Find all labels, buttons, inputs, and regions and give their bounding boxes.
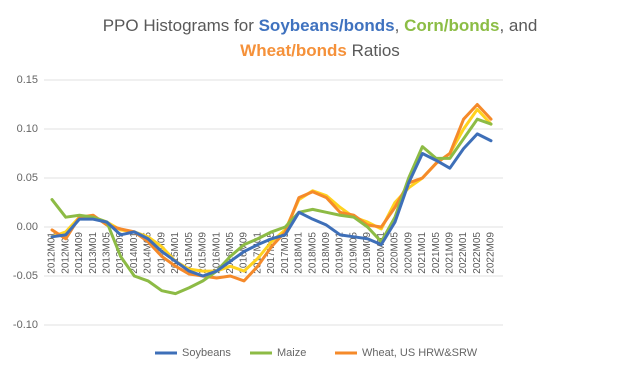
- x-tick-label: 2012M09: [74, 232, 85, 274]
- series-line: [50, 132, 493, 278]
- x-tick-label: 2012M01: [47, 232, 58, 274]
- x-tick-label: 2021M05: [431, 232, 442, 274]
- x-tick-label: 2022M01: [458, 232, 469, 274]
- legend-label: Soybeans: [182, 347, 231, 359]
- legend-label: Maize: [277, 347, 306, 359]
- x-tick-label: 2014M01: [129, 232, 140, 274]
- x-tick-label: 2019M01: [335, 232, 346, 274]
- x-tick-label: 2018M01: [294, 232, 305, 274]
- title-part: Ratios: [347, 41, 400, 60]
- x-tick-label: 2017M01: [252, 232, 263, 274]
- x-tick-label: 2016M01: [211, 232, 222, 274]
- chart-title: Wheat/bonds Ratios: [240, 41, 400, 60]
- title-part: Corn/bonds: [404, 16, 499, 35]
- legend-label: Wheat, US HRW&SRW: [362, 347, 478, 359]
- y-tick-label: 0.00: [17, 221, 38, 233]
- title-part: ,: [395, 16, 404, 35]
- x-tick-label: 2019M09: [362, 232, 373, 274]
- x-tick-label: 2022M09: [486, 232, 497, 274]
- y-tick-label: -0.10: [13, 319, 38, 331]
- x-tick-label: 2017M05: [266, 232, 277, 274]
- x-tick-label: 2021M09: [444, 232, 455, 274]
- x-tick-label: 2019M05: [348, 232, 359, 274]
- x-tick-label: 2013M09: [115, 232, 126, 274]
- x-tick-label: 2022M05: [472, 232, 483, 274]
- chart-title: PPO Histograms for Soybeans/bonds, Corn/…: [103, 16, 538, 35]
- title-part: Soybeans/bonds: [259, 16, 395, 35]
- x-tick-label: 2012M05: [60, 232, 71, 274]
- x-tick-label: 2018M05: [307, 232, 318, 274]
- x-tick-label: 2015M01: [170, 232, 181, 274]
- x-tick-label: 2013M05: [102, 232, 113, 274]
- x-tick-label: 2020M05: [390, 232, 401, 274]
- x-tick-label: 2014M05: [143, 232, 154, 274]
- y-tick-label: 0.05: [17, 172, 38, 184]
- title-part: Wheat/bonds: [240, 41, 347, 60]
- series-line: [50, 117, 493, 296]
- x-tick-label: 2017M09: [280, 232, 291, 274]
- y-tick-label: 0.15: [17, 74, 38, 86]
- y-tick-label: -0.05: [13, 270, 38, 282]
- x-tick-label: 2021M01: [417, 232, 428, 274]
- series-line: [50, 103, 493, 283]
- title-part: , and: [499, 16, 537, 35]
- x-tick-label: 2020M01: [376, 232, 387, 274]
- x-tick-label: 2015M05: [184, 232, 195, 274]
- x-tick-label: 2016M05: [225, 232, 236, 274]
- x-tick-label: 2015M09: [198, 232, 209, 274]
- x-tick-label: 2020M09: [403, 232, 414, 274]
- title-part: PPO Histograms for: [103, 16, 259, 35]
- x-tick-label: 2013M01: [88, 232, 99, 274]
- x-tick-label: 2018M09: [321, 232, 332, 274]
- y-tick-label: 0.10: [17, 123, 38, 135]
